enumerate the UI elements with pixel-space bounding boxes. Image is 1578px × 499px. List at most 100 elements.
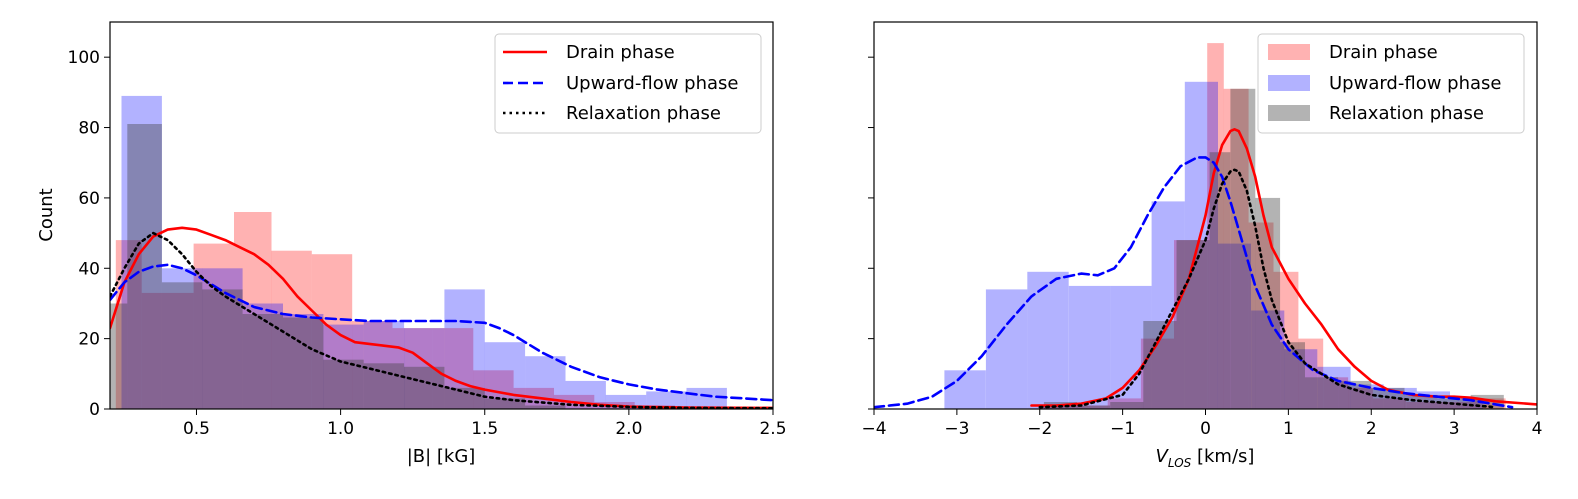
left-plot-area	[110, 95, 773, 409]
left-y-tick-label: 40	[78, 259, 100, 279]
right-x-tick-label: −1	[1110, 419, 1135, 439]
right-legend: Drain phase Upward-flow phase Relaxation…	[1257, 33, 1525, 134]
left-x-tick-label: 1.5	[471, 419, 498, 439]
right-x-axis-label: VLOS [km/s]	[1156, 446, 1255, 470]
left-legend-relaxation-label: Relaxation phase	[566, 103, 721, 124]
left-upward-kde-curve	[110, 263, 773, 402]
right-drain-hist-bar	[1207, 43, 1224, 409]
left-drain-kde-curve	[110, 226, 773, 409]
left-y-tick-label: 60	[78, 189, 100, 209]
right-x-tick-label: 0	[1200, 419, 1211, 439]
right-upward-hist-bar	[1027, 271, 1069, 409]
left-relaxation-hist-bar	[283, 317, 324, 409]
left-x-axis-label: |B| [kG]	[407, 446, 476, 467]
right-x-tick-label: 3	[1449, 419, 1460, 439]
left-upward-hist-bar	[283, 314, 324, 409]
right-legend-upward-swatch	[1268, 75, 1310, 91]
left-upward-hist-bar	[202, 268, 243, 409]
right-legend-drain-label: Drain phase	[1329, 42, 1438, 63]
left-upward-hist-bar	[646, 391, 687, 409]
left-relaxation-hist-bar	[110, 303, 128, 409]
left-upward-hist-bar	[242, 303, 283, 409]
right-histogram-panel: −4 −3 −2 −1 0 1 2 3 4 VLOS [km/s] Drain phase Up…	[861, 21, 1543, 470]
left-relaxation-hist-bar	[404, 366, 445, 409]
right-x-tick-label: −2	[1027, 419, 1052, 439]
right-drain-hist-bar	[1273, 271, 1299, 409]
left-relaxation-hist-bar	[202, 289, 243, 409]
right-relaxation-hist-bar	[1230, 88, 1256, 409]
right-x-tick-label: 4	[1532, 419, 1543, 439]
right-relaxation-hist-bar	[1209, 152, 1231, 409]
left-relaxation-hist-bar	[323, 359, 364, 409]
left-x-tick-label: 2.0	[615, 419, 642, 439]
left-x-tick-label: 2.5	[759, 419, 786, 439]
left-drain-hist-bar	[234, 212, 272, 409]
right-legend-relaxation-label: Relaxation phase	[1329, 103, 1484, 124]
left-relaxation-hist-bar	[242, 314, 283, 409]
left-x-tick-label: 1.0	[327, 419, 354, 439]
right-relaxation-hist-bar	[1110, 402, 1144, 409]
right-x-label-sub: LOS	[1168, 456, 1192, 470]
left-relaxation-hist-bar	[444, 387, 485, 409]
right-relaxation-kde-curve	[1038, 168, 1497, 409]
left-upward-hist-bar	[686, 387, 727, 409]
right-x-tick-label: 2	[1366, 419, 1377, 439]
right-relaxation-hist-bar	[1305, 377, 1339, 409]
right-x-label-unit: [km/s]	[1191, 446, 1254, 467]
left-y-tick-label: 100	[68, 48, 100, 68]
left-relaxation-hist-bar	[161, 282, 203, 409]
right-upward-hist-bar	[1151, 201, 1185, 409]
right-drain-hist-bar	[1406, 402, 1440, 409]
right-drain-hist-bar	[1074, 405, 1108, 409]
left-drain-hist-bar	[193, 243, 234, 409]
right-x-label-main: V	[1156, 446, 1170, 467]
right-upward-hist-bar	[1251, 310, 1285, 409]
right-legend-upward-label: Upward-flow phase	[1329, 73, 1501, 94]
left-drain-hist-bar	[432, 328, 474, 409]
right-x-tick-label: 1	[1283, 419, 1294, 439]
left-relaxation-hist-bar	[484, 398, 526, 409]
right-upward-hist-bar	[944, 370, 986, 409]
right-drain-hist-bar	[1107, 398, 1141, 409]
right-relaxation-hist-bar	[1280, 342, 1305, 409]
left-upward-hist-bar	[404, 328, 445, 409]
left-y-tick-label: 80	[78, 119, 100, 139]
left-legend-upward-label: Upward-flow phase	[566, 73, 738, 94]
right-drain-hist-bar	[1041, 405, 1075, 409]
right-x-tick-label: −4	[861, 419, 886, 439]
left-relaxation-kde-curve	[110, 231, 773, 409]
right-drain-hist-bar	[1372, 398, 1406, 409]
left-relaxation-hist-bar	[525, 405, 566, 409]
left-histogram-panel: 0.5 1.0 1.5 2.0 2.5 0 20 40 60 80 100 |B| [kG] Cou…	[36, 21, 787, 467]
left-legend-drain-label: Drain phase	[566, 42, 675, 63]
left-legend-box	[494, 33, 762, 134]
left-drain-hist-bar	[115, 240, 142, 409]
right-ticks: −4 −3 −2 −1 0 1 2 3 4	[861, 56, 1543, 439]
right-upward-hist-bar	[1110, 285, 1152, 409]
right-legend-box	[1257, 33, 1525, 134]
right-x-tick-label: −3	[944, 419, 969, 439]
left-ticks: 0.5 1.0 1.5 2.0 2.5 0 20 40 60 80 100	[68, 48, 787, 439]
left-drain-hist-bar	[141, 292, 194, 409]
left-upward-hist-bar	[363, 321, 405, 409]
left-y-tick-label: 20	[78, 330, 100, 350]
left-axes-frame	[109, 21, 774, 410]
right-upward-hist-bar	[1184, 81, 1218, 409]
right-drain-hist-bar	[1439, 402, 1473, 409]
right-relaxation-hist-bar	[1077, 405, 1111, 409]
left-legend: Drain phase Upward-flow phase Relaxation…	[494, 33, 762, 134]
left-upward-hist-bar	[323, 324, 364, 409]
left-y-tick-label: 0	[89, 400, 100, 420]
left-drain-hist-bar	[271, 250, 312, 409]
left-relaxation-hist-bar	[363, 363, 405, 409]
right-legend-drain-swatch	[1268, 44, 1310, 60]
left-x-tick-label: 0.5	[183, 419, 210, 439]
left-y-axis-label: Count	[36, 188, 57, 241]
right-relaxation-hist-bar	[1143, 321, 1177, 409]
left-upward-hist-bar	[161, 268, 203, 409]
right-upward-kde-curve	[874, 156, 1514, 409]
right-upward-hist-bar	[1217, 243, 1251, 409]
right-plot-area	[874, 43, 1537, 409]
left-drain-hist-bar	[311, 254, 353, 409]
